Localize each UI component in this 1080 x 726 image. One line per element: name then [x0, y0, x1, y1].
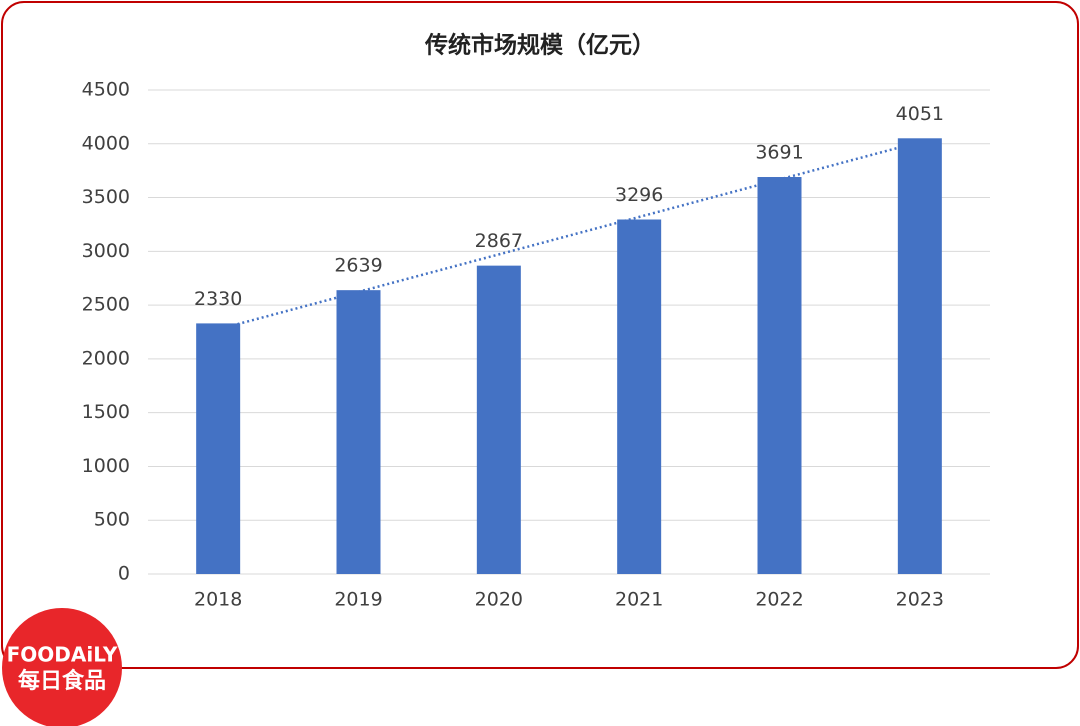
bar — [336, 290, 381, 574]
x-tick-label: 2021 — [615, 589, 663, 611]
frame — [1, 1, 1079, 669]
trendline — [217, 140, 921, 331]
y-tick-label: 4500 — [82, 79, 130, 101]
y-tick-label: 4000 — [82, 132, 130, 154]
x-tick-label: 2018 — [194, 589, 242, 611]
y-tick-label: 1500 — [82, 401, 130, 423]
y-tick-label: 0 — [118, 563, 130, 585]
x-tick-label: 2020 — [475, 589, 523, 611]
y-tick-label: 1000 — [82, 455, 130, 477]
plot: 0 500 1000 1500 2000 2500 3000 3500 4000 4500 2018… — [82, 79, 990, 611]
x-tick-label: 2019 — [334, 589, 382, 611]
y-tick-label: 3500 — [82, 186, 130, 208]
bar — [617, 219, 662, 574]
data-label: 2639 — [334, 255, 382, 277]
x-tick-label: 2022 — [755, 589, 803, 611]
data-label: 2867 — [475, 230, 523, 252]
data-label: 2330 — [194, 288, 242, 310]
y-tick-label: 2000 — [82, 347, 130, 369]
y-tick-label: 3000 — [82, 240, 130, 262]
bar — [476, 265, 521, 574]
bar — [897, 138, 942, 574]
data-label: 4051 — [896, 103, 944, 125]
bar — [757, 177, 802, 574]
bar — [196, 323, 241, 574]
chart-title: 传统市场规模（亿元） — [424, 32, 655, 59]
x-tick-label: 2023 — [896, 589, 944, 611]
data-label: 3691 — [755, 142, 803, 164]
logo-brand: FOODAiLY — [7, 643, 118, 667]
logo-name: 每日食品 — [18, 668, 106, 694]
y-tick-label: 500 — [94, 509, 130, 531]
y-tick-label: 2500 — [82, 294, 130, 316]
logo-badge — [2, 608, 122, 726]
data-label: 3296 — [615, 184, 663, 206]
